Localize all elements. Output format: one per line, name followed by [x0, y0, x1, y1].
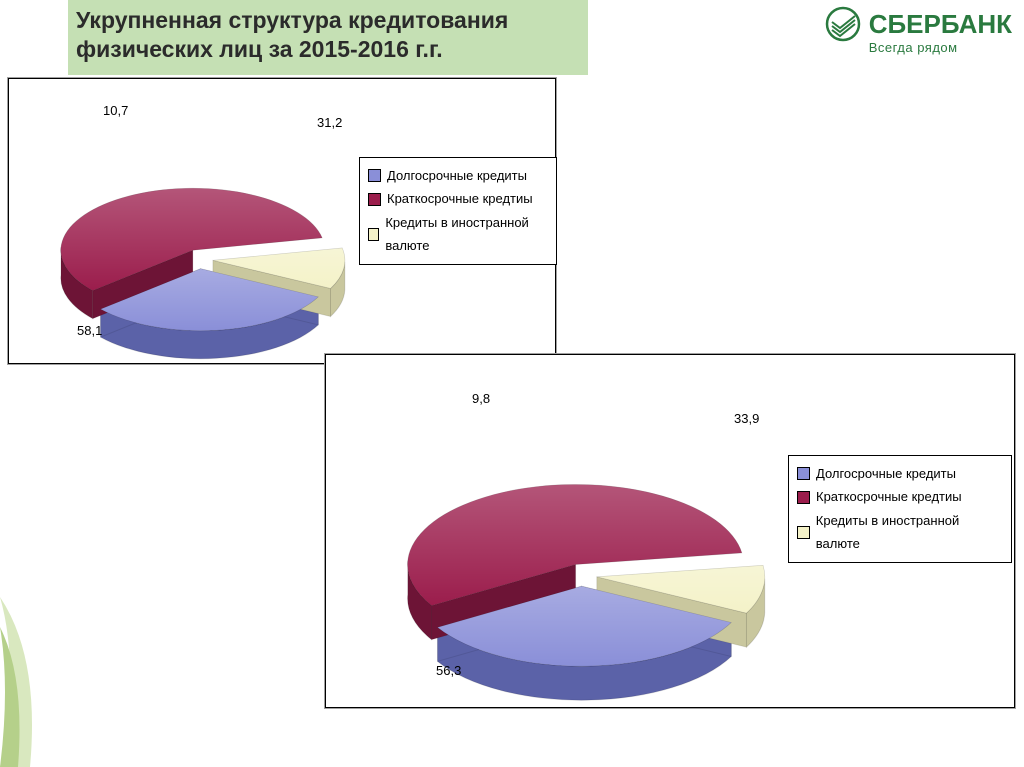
legend-label: Краткосрочные кредтиы — [387, 187, 533, 210]
data-label: 56,3 — [436, 663, 461, 678]
data-label: 9,8 — [472, 391, 490, 406]
legend-swatch — [797, 526, 810, 539]
data-label: 10,7 — [103, 103, 128, 118]
legend-item: Краткосрочные кредтиы — [797, 485, 1003, 508]
data-label: 33,9 — [734, 411, 759, 426]
data-label: 31,2 — [317, 115, 342, 130]
legend-swatch — [368, 169, 381, 182]
brand-logo: СБЕРБАНК Всегда рядом — [825, 6, 1012, 55]
legend-swatch — [368, 228, 379, 241]
leaf-icon — [0, 567, 90, 767]
legend-swatch — [797, 467, 810, 480]
legend-item: Кредиты в иностранной валюте — [368, 211, 548, 258]
legend-label: Кредиты в иностранной валюте — [385, 211, 548, 258]
brand-tagline: Всегда рядом — [869, 40, 1012, 55]
sberbank-icon — [825, 6, 861, 42]
chart-frame: 31,2 58,1 10,7 Долгосрочные кредитыКраткоср… — [8, 78, 556, 364]
legend-label: Краткосрочные кредтиы — [816, 485, 962, 508]
legend-swatch — [368, 193, 381, 206]
brand-name: СБЕРБАНК — [869, 9, 1012, 40]
legend-item: Долгосрочные кредиты — [368, 164, 548, 187]
legend-label: Долгосрочные кредиты — [387, 164, 527, 187]
legend-item: Краткосрочные кредтиы — [368, 187, 548, 210]
chart-frame: 33,9 56,3 9,8 Долгосрочные кредитыКраткосро… — [325, 354, 1015, 708]
page-title: Укрупненная структура кредитования физич… — [76, 6, 576, 64]
data-label: 58,1 — [77, 323, 102, 338]
legend: Долгосрочные кредитыКраткосрочные кредти… — [359, 157, 557, 265]
legend-item: Долгосрочные кредиты — [797, 462, 1003, 485]
legend: Долгосрочные кредитыКраткосрочные кредти… — [788, 455, 1012, 563]
legend-swatch — [797, 491, 810, 504]
legend-label: Кредиты в иностранной валюте — [816, 509, 1003, 556]
legend-item: Кредиты в иностранной валюте — [797, 509, 1003, 556]
legend-label: Долгосрочные кредиты — [816, 462, 956, 485]
